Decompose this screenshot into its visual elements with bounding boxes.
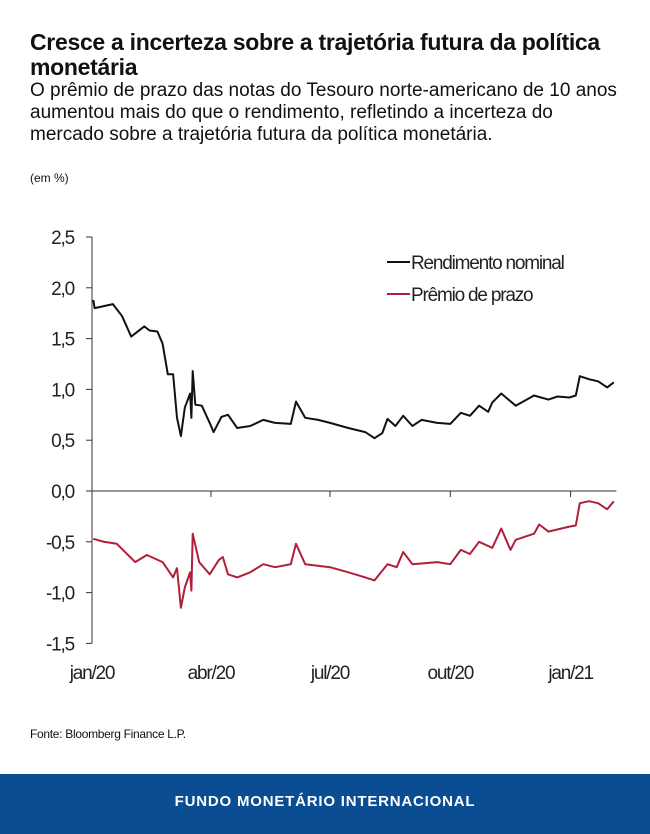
x-tick-label: out/20 [427, 663, 473, 684]
x-tick-label: jan/21 [547, 663, 593, 684]
line-chart: 2,5 2,0 1,5 1,0 0,5 0,0 -0,5 -1,0 -1,5 jan/20 abr/… [46, 228, 617, 684]
y-tick-label: 2,5 [51, 228, 74, 249]
legend-label: Rendimento nominal [411, 253, 564, 274]
chart-subtitle: O prêmio de prazo das notas do Tesouro n… [30, 80, 617, 145]
source-note: Fonte: Bloomberg Finance L.P. [30, 727, 186, 741]
y-tick-label: -1,0 [46, 584, 75, 605]
series-line [93, 500, 615, 609]
x-tick-label: jan/20 [69, 663, 115, 684]
y-tick-label: 1,0 [51, 380, 74, 401]
y-tick-label: 1,5 [51, 330, 74, 351]
y-tick-label: 2,0 [51, 279, 74, 300]
legend-label: Prêmio de prazo [411, 285, 533, 306]
y-tick-label: -0,5 [46, 533, 75, 554]
y-tick-label: 0,5 [51, 431, 74, 452]
x-tick-label: jul/20 [310, 663, 350, 684]
legend: Rendimento nominal Prêmio de prazo [387, 253, 565, 306]
series-line [92, 299, 615, 440]
x-tick-label: abr/20 [188, 663, 235, 684]
y-tick-label: -1,5 [46, 634, 75, 655]
chart-title: Cresce a incerteza sobre a trajetória fu… [30, 29, 600, 80]
footer-banner: FUNDO MONETÁRIO INTERNACIONAL [0, 774, 650, 834]
unit-label: (em %) [30, 171, 69, 185]
series-lines [92, 299, 615, 609]
axes: 2,5 2,0 1,5 1,0 0,5 0,0 -0,5 -1,0 -1,5 jan/20 abr/… [46, 228, 617, 684]
footer-brand: FUNDO MONETÁRIO INTERNACIONAL [174, 793, 476, 810]
y-tick-label: 0,0 [51, 482, 74, 503]
